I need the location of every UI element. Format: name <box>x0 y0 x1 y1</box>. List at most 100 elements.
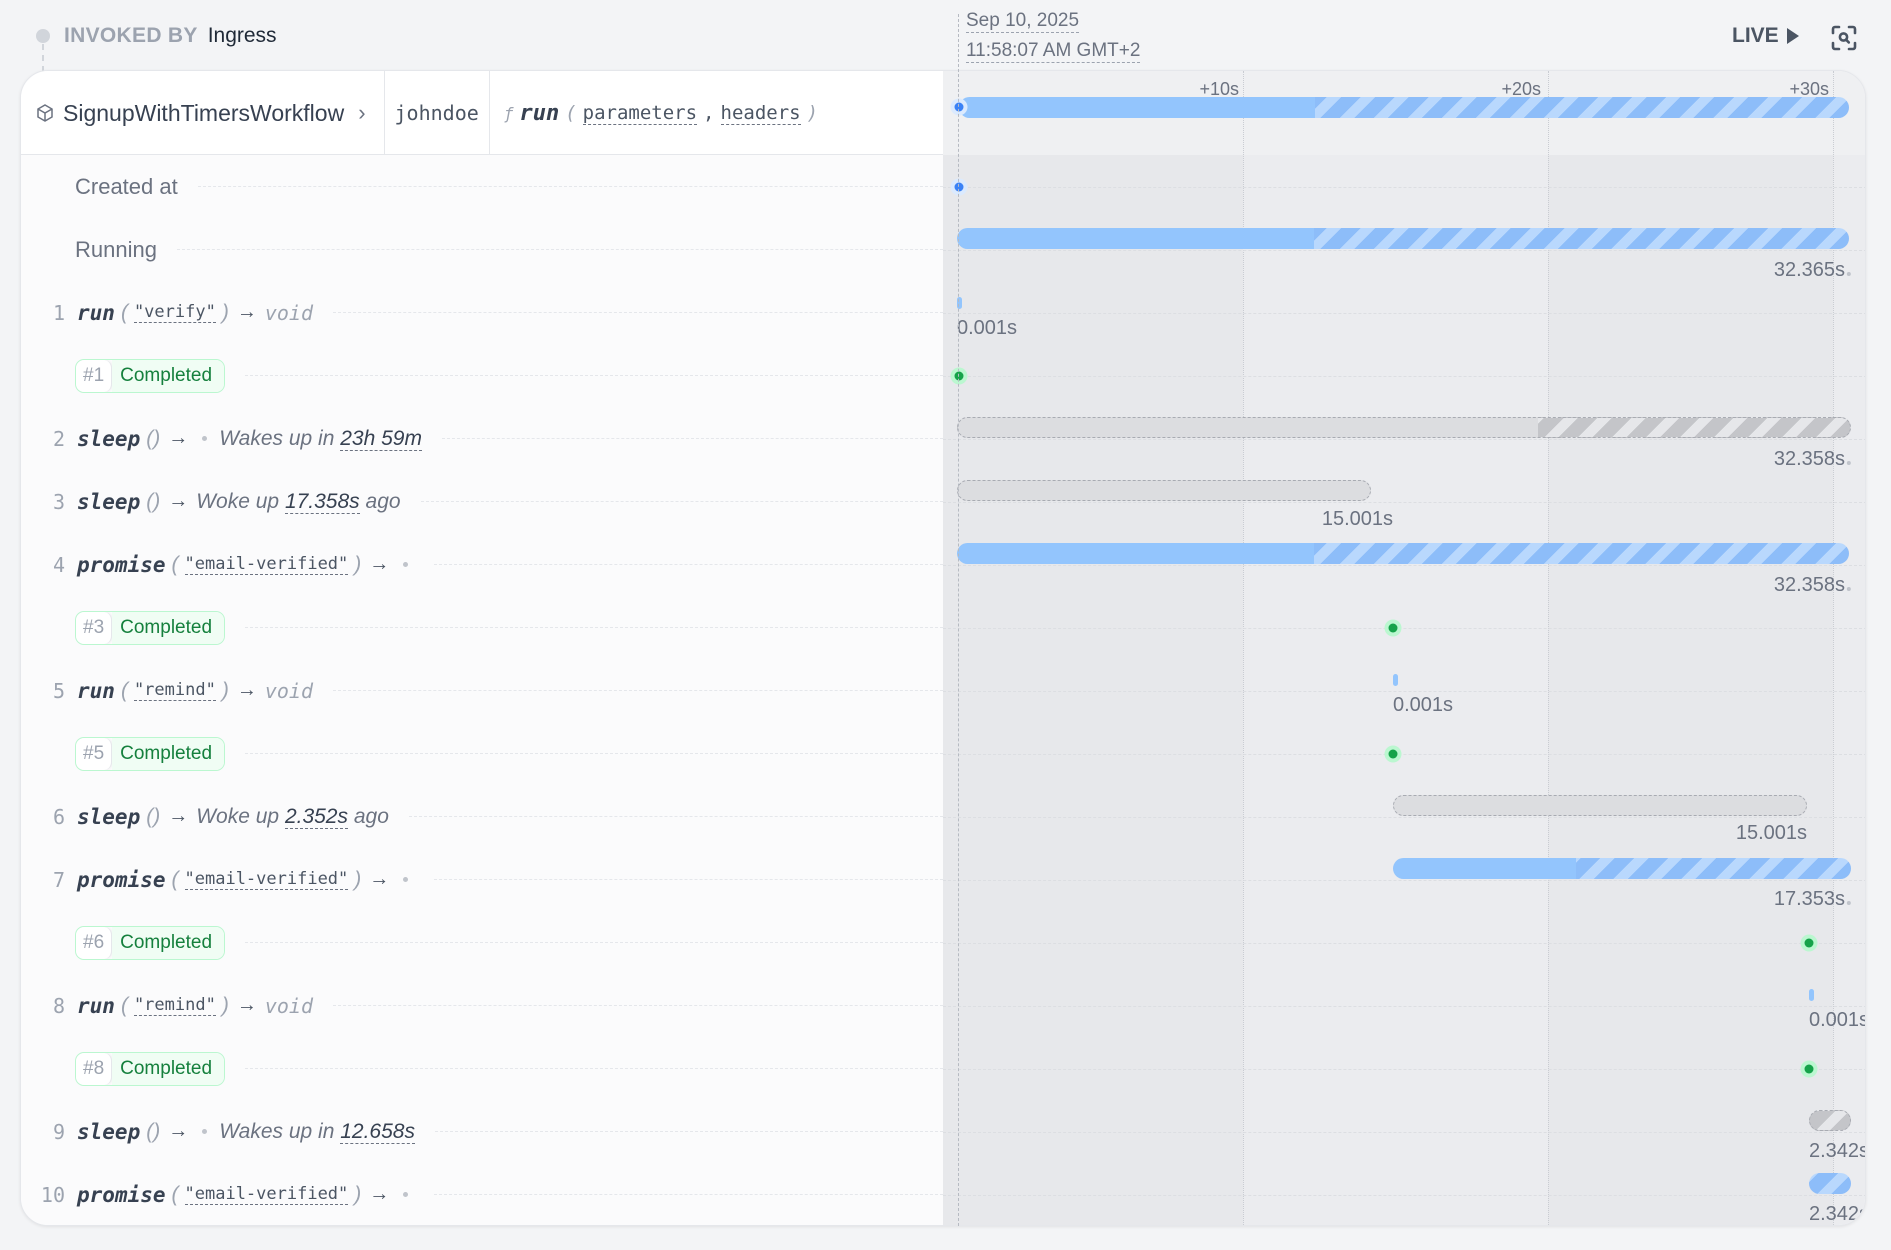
entry-1-bar[interactable] <box>957 297 962 309</box>
live-label: LIVE <box>1732 24 1779 47</box>
journal-entry-3[interactable]: 3 sleep() → Woke up 17.358s ago <box>21 470 943 533</box>
journal-entry-4-result: #3 Completed <box>21 596 943 659</box>
chevron-right-icon: › <box>358 100 366 125</box>
workflow-link[interactable]: SignupWithTimersWorkflow › <box>21 71 385 155</box>
arrow-right-icon: → <box>236 301 257 323</box>
entry-10-bar[interactable] <box>1809 1173 1851 1194</box>
timeline-pane <box>943 71 1865 1225</box>
start-time: 11:58:07 AM GMT+2 <box>966 40 1141 63</box>
status-badge: #5 Completed <box>75 736 226 771</box>
running-bar[interactable] <box>957 228 1849 249</box>
arrow-right-icon: → <box>369 868 390 890</box>
workflow-key[interactable]: johndoe <box>385 71 490 155</box>
timeline-origin-line <box>958 14 959 1226</box>
running-duration: 32.365s <box>1774 259 1851 282</box>
entry-2-bar[interactable] <box>957 417 1851 438</box>
journal-entry-7[interactable]: 7 promise ("email-verified") → <box>21 848 943 911</box>
start-timestamp[interactable]: Sep 10, 2025 11:58:07 AM GMT+2 <box>966 10 1141 70</box>
invoker-connector <box>42 44 44 72</box>
workflow-name: SignupWithTimersWorkflow <box>63 99 345 126</box>
journal-entry-4[interactable]: 4 promise ("email-verified") → <box>21 533 943 596</box>
tick-20s: +20s <box>1501 79 1541 99</box>
handler-name: run <box>519 100 560 126</box>
entry-7-completed-dot <box>1804 938 1814 948</box>
play-icon <box>1786 28 1799 44</box>
arrow-right-icon: → <box>168 1120 189 1142</box>
function-icon: ƒ <box>503 103 514 123</box>
invocation-duration-bar[interactable] <box>959 97 1849 118</box>
row-running: Running <box>21 218 943 281</box>
status-badge: #3 Completed <box>75 610 226 645</box>
entry-3-bar[interactable] <box>957 480 1371 501</box>
row-created-at: Created at <box>21 155 943 218</box>
journal-entry-5[interactable]: 5 run ("remind") → void <box>21 659 943 722</box>
entry-9-bar[interactable] <box>1809 1110 1851 1131</box>
entry-3-duration: 15.001s <box>1321 508 1393 530</box>
journal-entry-8-result: #8 Completed <box>21 1037 943 1100</box>
entry-5-bar[interactable] <box>1393 674 1398 686</box>
entry-9-duration: 2.342s <box>1809 1140 1865 1163</box>
pending-dot-icon <box>202 436 208 441</box>
pending-dot-icon <box>403 877 409 882</box>
status-badge: #6 Completed <box>75 925 226 960</box>
pending-dot-icon <box>202 1129 208 1134</box>
tick-30s: +30s <box>1789 79 1829 99</box>
gridline-20s <box>1548 71 1549 1225</box>
entry-2-duration: 32.358s <box>1774 448 1851 471</box>
arrow-right-icon: → <box>236 994 257 1016</box>
journal-card: SignupWithTimersWorkflow › johndoe ƒ run… <box>20 70 1866 1226</box>
pending-dot-icon <box>403 562 409 567</box>
entry-7-duration: 17.353s <box>1774 888 1851 911</box>
journal-entry-5-result: #5 Completed <box>21 722 943 785</box>
entry-5-duration: 0.001s <box>1393 694 1454 716</box>
timeline-marks: 32.365s 0.001s 32.358s 15.001s 32.358s 0… <box>943 71 1866 1225</box>
journal-entry-9[interactable]: 9 sleep() → Wakes up in 12.658s <box>21 1100 943 1163</box>
invocation-start-dot <box>954 102 964 112</box>
journal-entry-8[interactable]: 8 run ("remind") → void <box>21 974 943 1037</box>
handler-signature[interactable]: ƒ run ( parameters , headers ) <box>503 100 819 126</box>
created-at-dot <box>954 182 964 192</box>
entry-1-duration: 0.001s <box>957 317 1018 339</box>
entry-7-bar[interactable] <box>1393 858 1851 879</box>
arrow-right-icon: → <box>168 490 189 512</box>
handler-param-parameters[interactable]: parameters <box>582 101 698 125</box>
journal-entry-2[interactable]: 2 sleep() → Wakes up in 23h 59m <box>21 407 943 470</box>
invoked-by-label: INVOKED BY <box>64 24 198 47</box>
timeline-header: +10s +20s +30s <box>943 71 1865 155</box>
journal-entry-6[interactable]: 6 sleep() → Woke up 2.352s ago <box>21 785 943 848</box>
arrow-right-icon: → <box>168 427 189 449</box>
entry-8-completed-dot <box>1804 1064 1814 1074</box>
entry-4-bar[interactable] <box>957 543 1849 564</box>
status-badge: #8 Completed <box>75 1051 226 1086</box>
journal-entry-7-result: #6 Completed <box>21 911 943 974</box>
zoom-to-fit-icon[interactable] <box>1830 24 1858 52</box>
tick-10s: +10s <box>1199 79 1239 99</box>
entry-6-bar[interactable] <box>1393 795 1807 816</box>
arrow-right-icon: → <box>168 805 189 827</box>
status-badge: #1 Completed <box>75 358 226 393</box>
entry-10-duration: 2.342s <box>1809 1203 1865 1225</box>
start-date: Sep 10, 2025 <box>966 10 1080 33</box>
pending-dot-icon <box>403 1192 409 1197</box>
invoked-by-value[interactable]: Ingress <box>207 24 277 47</box>
handler-param-headers[interactable]: headers <box>720 101 801 125</box>
arrow-right-icon: → <box>369 1183 390 1205</box>
entry-arg[interactable]: "verify" <box>133 302 216 323</box>
journal-entry-10[interactable]: 10 promise ("email-verified") → <box>21 1163 943 1225</box>
journal-entry-1-result: #1 Completed <box>21 344 943 407</box>
journal-entries-pane <box>21 71 943 1225</box>
arrow-right-icon: → <box>236 679 257 701</box>
entry-1-completed-dot <box>954 371 964 381</box>
invoker-dot-icon <box>36 29 50 43</box>
live-toggle-button[interactable]: LIVE <box>1732 24 1799 48</box>
entry-6-duration: 15.001s <box>1735 822 1807 844</box>
entry-4-completed-dot <box>1388 623 1398 633</box>
entry-8-duration: 0.001s <box>1809 1009 1866 1031</box>
entry-8-bar[interactable] <box>1809 989 1814 1001</box>
entry-5-completed-dot <box>1388 749 1398 759</box>
entry-4-duration: 32.358s <box>1774 574 1851 597</box>
journal-entry-1[interactable]: 1 run ("verify") → void <box>21 281 943 344</box>
invoked-by: INVOKED BY Ingress <box>36 24 277 48</box>
arrow-right-icon: → <box>369 553 390 575</box>
